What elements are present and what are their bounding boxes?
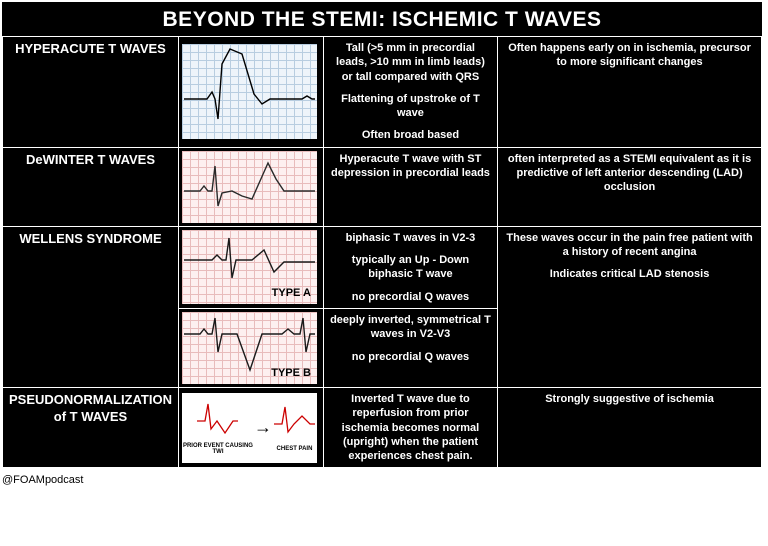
desc-text: Often broad based bbox=[330, 128, 491, 142]
ecg-pseudo: PRIOR EVENT CAUSING TWI → CHEST PAIN bbox=[182, 393, 317, 463]
ecg-cell-pseudo: PRIOR EVENT CAUSING TWI → CHEST PAIN bbox=[178, 387, 323, 467]
note-dewinter: often interpreted as a STEMI equivalent … bbox=[498, 147, 762, 226]
desc-text: no precordial Q waves bbox=[330, 290, 491, 304]
type-a-label: TYPE A bbox=[272, 286, 311, 300]
type-b-label: TYPE B bbox=[271, 366, 311, 380]
note-text: Indicates critical LAD stenosis bbox=[504, 267, 755, 281]
ecg-cell-wellens-a: TYPE A bbox=[178, 226, 323, 308]
note-text: These waves occur in the pain free patie… bbox=[504, 231, 755, 260]
ecg-trace-after bbox=[272, 404, 317, 440]
desc-wellens-a: biphasic T waves in V2-3 typically an Up… bbox=[323, 226, 497, 308]
row-wellens-a: WELLENS SYNDROME TYPE A biphasic T waves… bbox=[3, 226, 762, 308]
desc-text: biphasic T waves in V2-3 bbox=[330, 231, 491, 245]
desc-wellens-b: deeply inverted, symmetrical T waves in … bbox=[323, 308, 497, 387]
after-label: CHEST PAIN bbox=[272, 446, 317, 452]
row-dewinter: DeWINTER T WAVES Hyperacute T wave with … bbox=[3, 147, 762, 226]
label-pseudo: PSEUDONORMALIZATION of T WAVES bbox=[3, 387, 179, 467]
ecg-wellens-a: TYPE A bbox=[182, 230, 317, 304]
ecg-trace-dewinter bbox=[182, 151, 317, 223]
ecg-trace-hyperacute bbox=[182, 44, 317, 139]
ecg-hyperacute bbox=[182, 44, 317, 139]
ecg-dewinter bbox=[182, 151, 317, 223]
desc-text: no precordial Q waves bbox=[330, 350, 491, 364]
desc-dewinter: Hyperacute T wave with ST depression in … bbox=[323, 147, 497, 226]
main-title: BEYOND THE STEMI: ISCHEMIC T WAVES bbox=[2, 2, 762, 36]
pseudo-after: CHEST PAIN bbox=[272, 404, 317, 452]
infographic-card: BEYOND THE STEMI: ISCHEMIC T WAVES HYPER… bbox=[2, 2, 762, 468]
desc-text: Flattening of upstroke of T wave bbox=[330, 92, 491, 121]
label-dewinter: DeWINTER T WAVES bbox=[3, 147, 179, 226]
ecg-cell-wellens-b: TYPE B bbox=[178, 308, 323, 387]
desc-hyperacute: Tall (>5 mm in precordial leads, >10 mm … bbox=[323, 37, 497, 148]
arrow-icon: → bbox=[254, 416, 272, 439]
footer-credit: @FOAMpodcast bbox=[0, 470, 768, 486]
before-label: PRIOR EVENT CAUSING TWI bbox=[182, 443, 254, 455]
label-hyperacute: HYPERACUTE T WAVES bbox=[3, 37, 179, 148]
note-wellens: These waves occur in the pain free patie… bbox=[498, 226, 762, 387]
row-hyperacute: HYPERACUTE T WAVES Tall (>5 mm in precor… bbox=[3, 37, 762, 148]
desc-text: typically an Up - Down biphasic T wave bbox=[330, 253, 491, 282]
ecg-cell-hyperacute bbox=[178, 37, 323, 148]
pseudo-before: PRIOR EVENT CAUSING TWI bbox=[182, 401, 254, 455]
note-hyperacute: Often happens early on in ischemia, prec… bbox=[498, 37, 762, 148]
desc-text: Tall (>5 mm in precordial leads, >10 mm … bbox=[330, 41, 491, 84]
ecg-trace-before bbox=[195, 401, 240, 437]
label-wellens: WELLENS SYNDROME bbox=[3, 226, 179, 387]
desc-text: deeply inverted, symmetrical T waves in … bbox=[330, 313, 491, 342]
label-text: PSEUDONORMALIZATION bbox=[9, 392, 172, 407]
note-pseudo: Strongly suggestive of ischemia bbox=[498, 387, 762, 467]
ecg-wellens-b: TYPE B bbox=[182, 312, 317, 384]
content-table: HYPERACUTE T WAVES Tall (>5 mm in precor… bbox=[2, 36, 762, 468]
desc-pseudo: Inverted T wave due to reperfusion from … bbox=[323, 387, 497, 467]
row-pseudo: PSEUDONORMALIZATION of T WAVES PRIOR EVE… bbox=[3, 387, 762, 467]
ecg-cell-dewinter bbox=[178, 147, 323, 226]
label-text: of T WAVES bbox=[54, 409, 127, 424]
